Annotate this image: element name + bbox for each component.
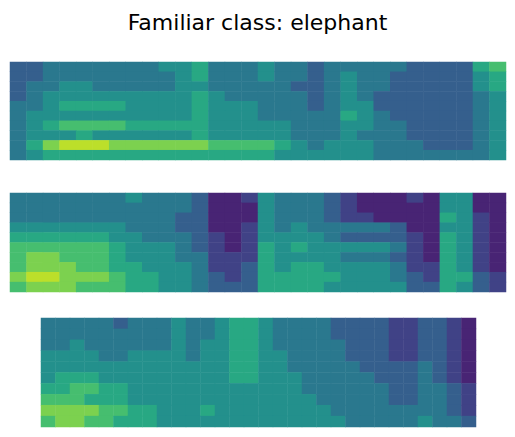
svg-text:Familiar class: elephant: Familiar class: elephant: [128, 10, 388, 35]
